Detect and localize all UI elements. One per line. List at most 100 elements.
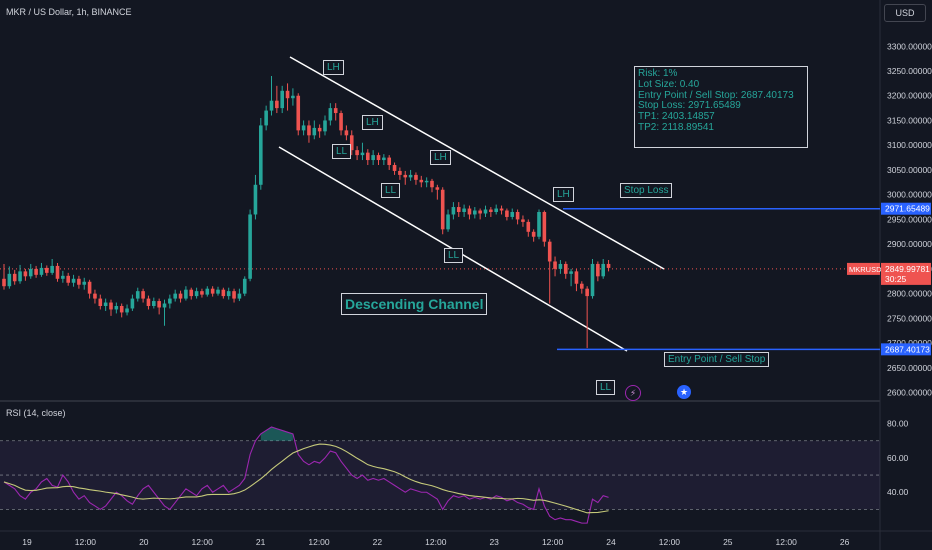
candle-body <box>344 130 349 136</box>
candle-body <box>242 278 247 294</box>
candle-body <box>451 207 456 215</box>
candle-body <box>130 298 135 309</box>
time-tick-label: 26 <box>840 537 850 547</box>
channel-upper-line <box>289 56 665 270</box>
pivot-label-lh: LH <box>430 150 451 166</box>
candle-body <box>531 231 536 237</box>
candle-body <box>259 125 263 185</box>
candle-body <box>456 207 461 212</box>
candle-body <box>248 214 252 279</box>
symbol-tag <box>847 262 880 275</box>
time-tick-label: 12:00 <box>776 537 798 547</box>
candle-body <box>483 209 488 214</box>
time-tick-label: 22 <box>373 537 383 547</box>
candle-body <box>18 271 22 282</box>
candle-body <box>275 100 279 109</box>
candle-body <box>291 95 295 99</box>
time-tick-label: 20 <box>139 537 149 547</box>
candle-body <box>205 288 210 295</box>
candle-body <box>419 179 424 183</box>
time-tick-label: 12:00 <box>659 537 681 547</box>
candle-body <box>403 174 408 178</box>
currency-button[interactable]: USD <box>884 4 926 22</box>
candle-body <box>194 291 199 297</box>
candle-body <box>349 135 354 151</box>
candle-body <box>103 302 108 306</box>
rsi-tick-label: 60.00 <box>887 453 909 463</box>
pivot-label-ll: LL <box>596 379 616 395</box>
pivot-label-lh: LH <box>323 60 344 76</box>
lightning-icon[interactable]: ⚡ <box>625 385 641 401</box>
candle-body <box>387 157 391 165</box>
candle-body <box>269 100 274 111</box>
candle-body <box>93 293 97 299</box>
us-flag-icon[interactable]: ★ <box>677 385 691 399</box>
candle-body <box>435 187 440 190</box>
candle-body <box>574 271 579 284</box>
price-tick-label: 3200.000000 <box>887 91 932 101</box>
price-tick-label: 3250.000000 <box>887 66 932 76</box>
candle-body <box>221 289 226 297</box>
candle-body <box>28 268 33 277</box>
candle-body <box>376 155 381 161</box>
candle-body <box>473 210 477 215</box>
candle-body <box>87 281 92 294</box>
candle-body <box>114 306 119 310</box>
candle-body <box>478 210 482 214</box>
candle-body <box>34 268 38 275</box>
candle-body <box>606 263 611 268</box>
candle-body <box>489 209 493 212</box>
candle-body <box>585 288 589 297</box>
candle-body <box>333 108 338 114</box>
candle-body <box>82 281 87 285</box>
pivot-label-lh: LH <box>362 114 383 130</box>
candle-body <box>98 298 103 306</box>
candle-body <box>601 263 605 277</box>
candle-body <box>141 291 145 299</box>
candle-body <box>408 174 413 178</box>
candle-body <box>596 263 600 277</box>
candle-body <box>547 241 552 262</box>
price-tick-label: 3150.000000 <box>887 115 932 125</box>
candle-body <box>7 273 12 287</box>
pivot-label-ll: LL <box>332 143 352 159</box>
candle-body <box>296 95 301 131</box>
time-tick-label: 12:00 <box>75 537 97 547</box>
candle-body <box>526 221 531 232</box>
candle-body <box>189 289 194 297</box>
candle-body <box>339 113 343 131</box>
current-price-text: 2849.99781 <box>885 264 930 274</box>
candle-body <box>440 189 445 230</box>
stop-loss-price-text: 2971.65489 <box>885 204 930 214</box>
symbol-header: MKR / US Dollar, 1h, BINANCE <box>6 7 132 17</box>
candle-body <box>467 208 472 215</box>
countdown-text: 30:25 <box>885 274 907 284</box>
candle-body <box>162 303 167 308</box>
rsi-ma-line <box>3 443 609 514</box>
price-tick-label: 2650.000000 <box>887 363 932 373</box>
candle-body <box>146 298 151 306</box>
price-tick-label: 3100.000000 <box>887 140 932 150</box>
time-tick-label: 12:00 <box>542 537 564 547</box>
candle-body <box>312 127 317 136</box>
price-tick-label: 3050.000000 <box>887 165 932 175</box>
time-tick-label: 12:00 <box>308 537 330 547</box>
price-tick-label: 2800.000000 <box>887 289 932 299</box>
candle-body <box>264 110 268 126</box>
time-tick-label: 24 <box>606 537 616 547</box>
rsi-overbought-fill <box>260 427 293 441</box>
candle-body <box>232 291 236 299</box>
candle-body <box>12 273 17 282</box>
price-tick-label: 2750.000000 <box>887 313 932 323</box>
candle-body <box>178 293 183 299</box>
price-tick-label: 3000.000000 <box>887 190 932 200</box>
candle-body <box>569 271 573 274</box>
candle-body <box>61 275 65 279</box>
candle-body <box>125 308 129 313</box>
candle-body <box>184 289 188 299</box>
candle-body <box>280 90 284 109</box>
candle-body <box>157 301 161 308</box>
current-price-tag <box>881 262 931 285</box>
time-tick-label: 25 <box>723 537 733 547</box>
